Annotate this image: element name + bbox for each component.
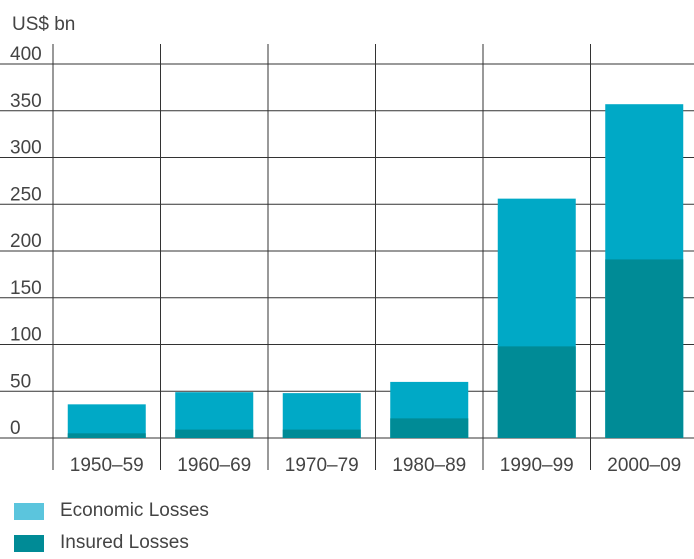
- y-tick-100: 100: [10, 325, 42, 346]
- bar-economic-0: [67, 404, 146, 438]
- x-tick-5: 2000–09: [607, 455, 681, 476]
- y-tick-0: 0: [10, 418, 21, 439]
- x-tick-1: 1960–69: [177, 455, 251, 476]
- x-tick-2: 1970–79: [285, 455, 359, 476]
- legend-swatch-insured: [14, 534, 44, 552]
- legend-item-economic: Economic Losses: [14, 495, 209, 527]
- x-tick-4: 1990–99: [500, 455, 574, 476]
- y-tick-150: 150: [10, 278, 42, 299]
- bar-insured-0: [67, 433, 146, 438]
- legend-label-insured: Insured Losses: [60, 532, 189, 553]
- legend: Economic Losses Insured Losses: [14, 495, 209, 559]
- bar-insured-3: [390, 418, 469, 438]
- y-tick-350: 350: [10, 91, 42, 112]
- grid-lines: [0, 44, 694, 470]
- x-tick-0: 1950–59: [70, 455, 144, 476]
- y-tick-250: 250: [10, 184, 42, 205]
- legend-item-insured: Insured Losses: [14, 527, 209, 559]
- bars: [67, 104, 684, 438]
- x-tick-labels: 1950–59 1960–69 1970–79 1980–89 1990–99 2000–…: [70, 455, 681, 476]
- bar-insured-1: [175, 429, 254, 438]
- y-tick-300: 300: [10, 138, 42, 159]
- y-tick-400: 400: [10, 44, 42, 65]
- legend-label-economic: Economic Losses: [60, 500, 209, 521]
- bar-insured-4: [497, 346, 576, 438]
- y-unit-label: US$ bn: [12, 14, 75, 35]
- x-tick-3: 1980–89: [392, 455, 466, 476]
- y-tick-labels: 0 50 100 150 200 250 300 350 400: [10, 44, 42, 439]
- y-tick-200: 200: [10, 231, 42, 252]
- y-tick-50: 50: [10, 371, 31, 392]
- bar-insured-2: [282, 429, 361, 438]
- legend-swatch-economic: [14, 502, 44, 520]
- bar-insured-5: [605, 259, 684, 438]
